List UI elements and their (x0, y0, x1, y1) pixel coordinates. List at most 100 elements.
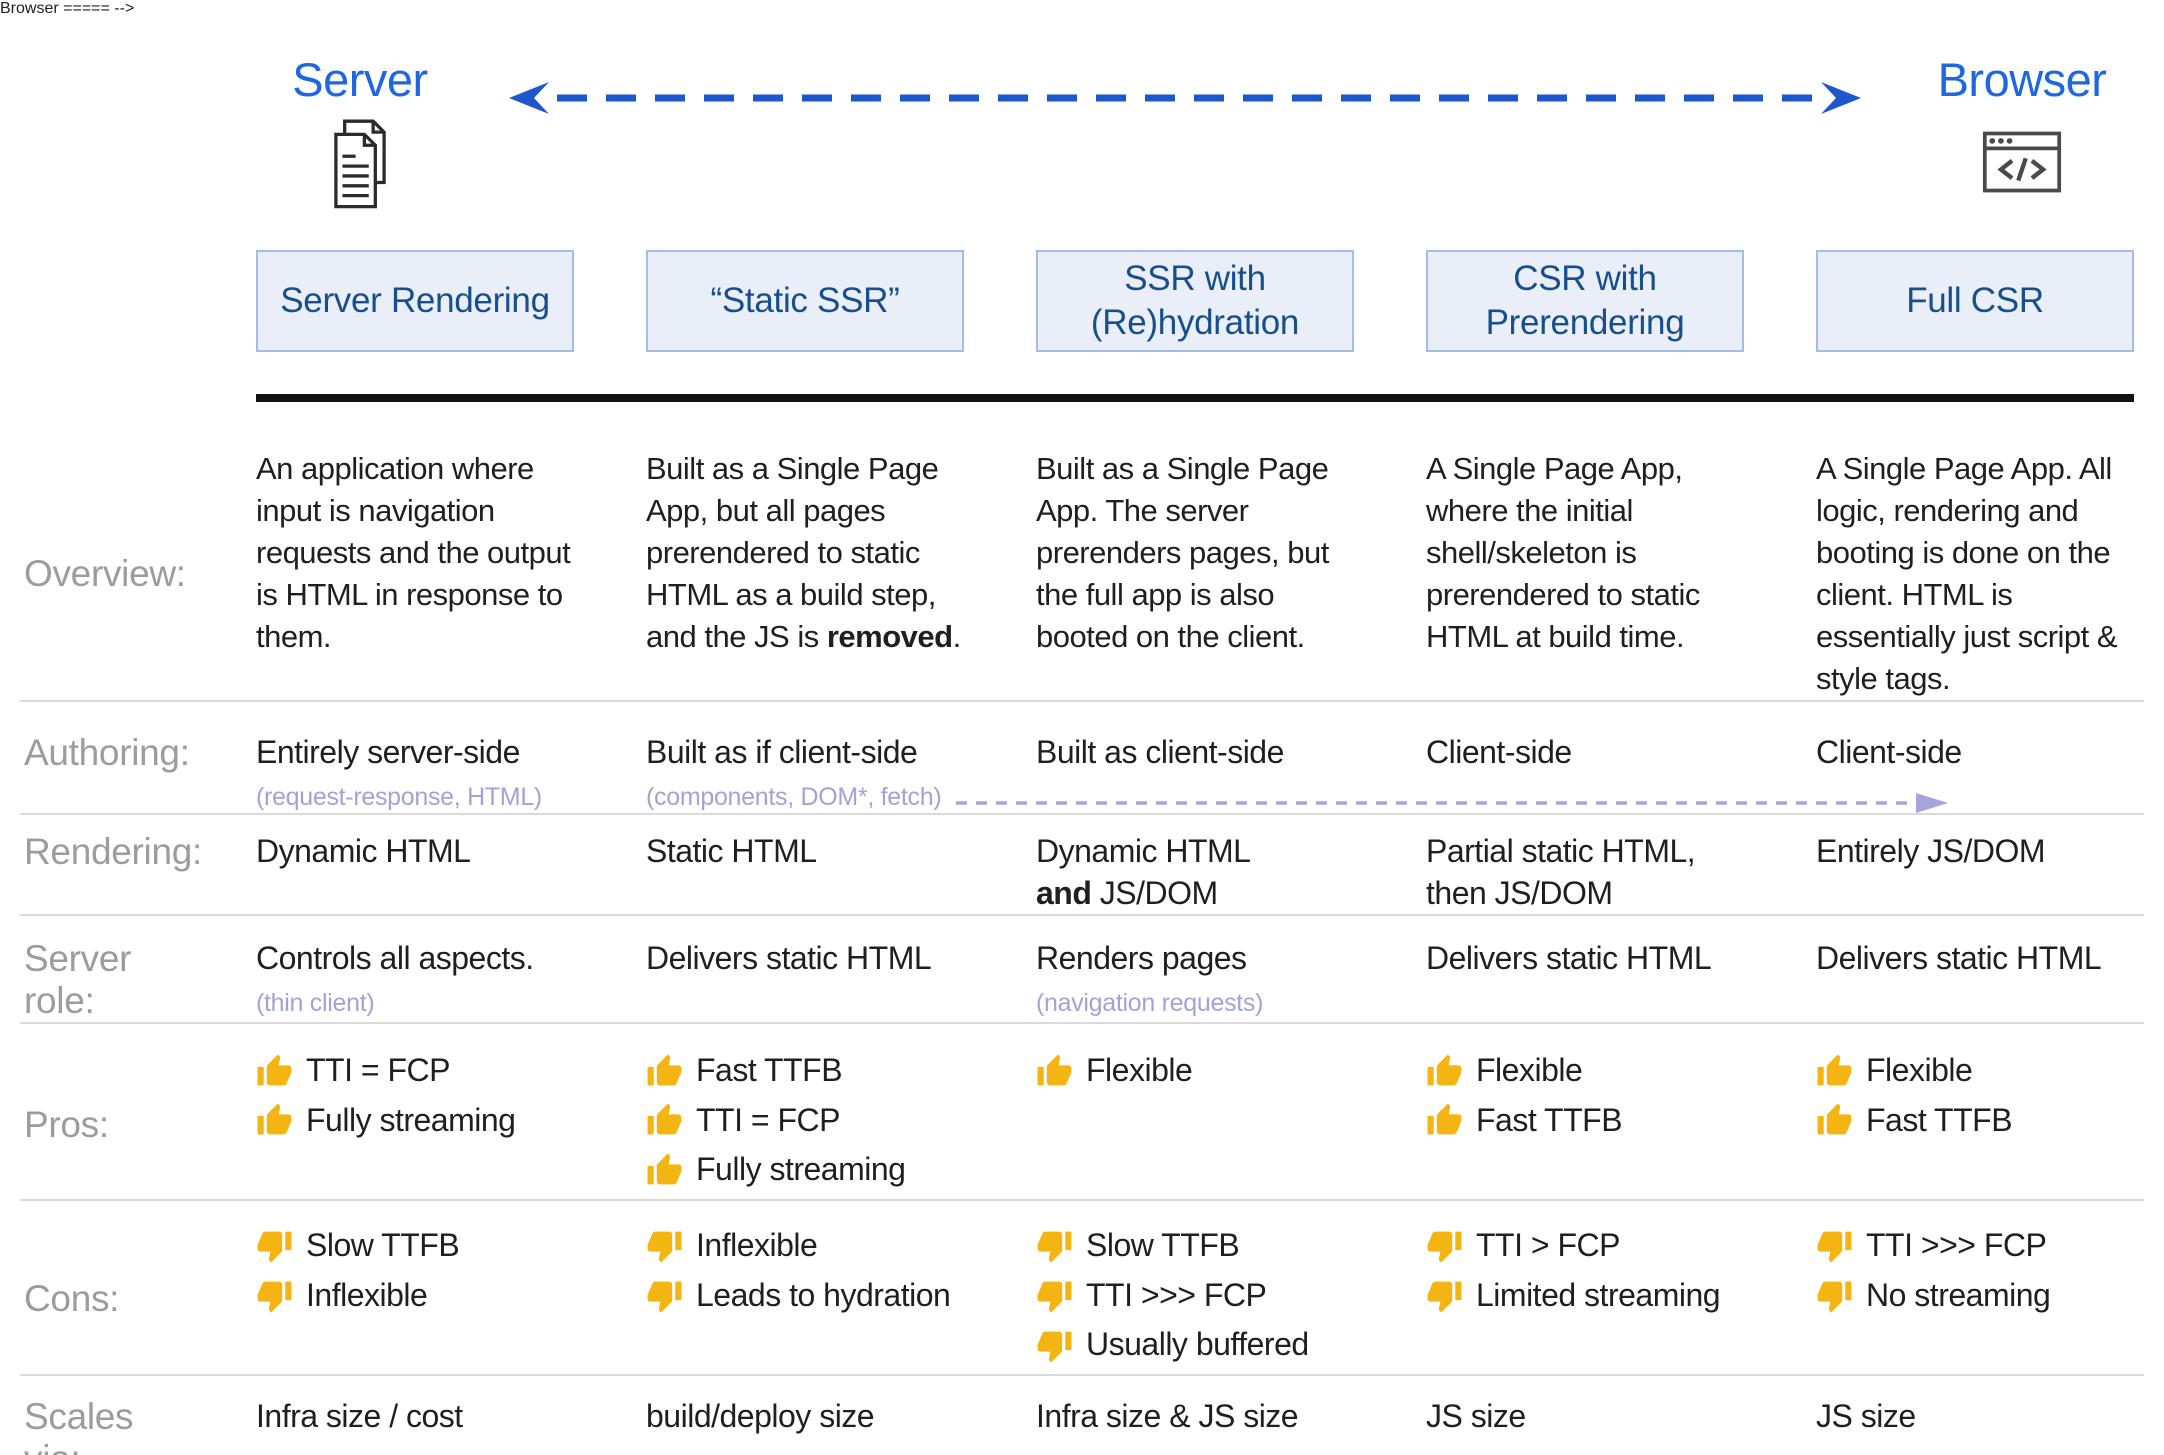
rendering-cell-csr-prerendering: Partial static HTML, then JS/DOM (1426, 833, 1696, 911)
row-label-scales-via: Scales via: (24, 1395, 134, 1455)
overview-cell-ssr-rehydration: Built as a Single Page App. The server p… (1036, 451, 1329, 654)
header-spacer (24, 250, 184, 352)
con-item: TTI >>> FCP (1816, 1225, 2134, 1267)
con-item: No streaming (1816, 1275, 2134, 1317)
pro-item: Flexible (1816, 1050, 2134, 1092)
thumbs-up-icon (1817, 1054, 1852, 1085)
pro-item: Fast TTFB (1426, 1100, 1744, 1142)
con-label: No streaming (1866, 1276, 2051, 1313)
thumbs-up-icon (647, 1103, 682, 1135)
row-label-rendering: Rendering: (24, 831, 203, 873)
column-headers: Server Rendering “Static SSR” SSR with (… (0, 250, 2164, 402)
server-role-cell-ssr-rehydration: Renders pages (navigation requests) (1036, 938, 1354, 1022)
pro-item: Fast TTFB (646, 1050, 964, 1092)
scales-cell-csr-prerendering: JS size (1426, 1397, 1526, 1434)
row-divider (20, 700, 2144, 702)
pro-label: Flexible (1866, 1052, 1973, 1089)
rendering-cell-full-csr: Entirely JS/DOM (1816, 833, 2045, 870)
overview-cell-server-rendering: An application where input is navigation… (256, 451, 571, 654)
browser-endpoint: Browser (1912, 52, 2132, 198)
row-label-pros: Pros: (24, 1103, 109, 1145)
client-side-shift-arrow-icon (956, 793, 1948, 813)
con-label: TTI >>> FCP (1086, 1276, 1267, 1313)
con-item: Inflexible (646, 1225, 964, 1267)
browser-code-icon (1982, 131, 2062, 193)
authoring-main: Built as if client-side (646, 734, 918, 770)
thumbs-down-icon (1427, 1231, 1462, 1263)
scales-cell-ssr-rehydration: Infra size & JS size (1036, 1397, 1299, 1434)
pro-label: TTI = FCP (306, 1052, 450, 1089)
column-header-ssr-rehydration: SSR with (Re)hydration (1036, 250, 1354, 352)
server-browser-spectrum-arrow-icon (509, 82, 1861, 114)
authoring-cell-full-csr: Client-side (1816, 734, 1962, 770)
thumbs-up-icon (257, 1054, 292, 1085)
rendering-text: JS/DOM (1091, 874, 1218, 911)
pro-label: Fast TTFB (1476, 1101, 1623, 1138)
row-divider (20, 1199, 2144, 1202)
thumbs-down-icon (1037, 1331, 1072, 1363)
rendering-row: Rendering: Dynamic HTML Static HTML Dyna… (0, 815, 2164, 914)
authoring-cell-server-rendering: Entirely server-side (request-response, … (256, 732, 574, 813)
authoring-subnote: (request-response, HTML) (256, 782, 542, 811)
thumbs-up-icon (647, 1054, 682, 1085)
thumbs-down-icon (1427, 1281, 1462, 1313)
column-header-server-rendering: Server Rendering (256, 250, 574, 352)
scales-cell-server-rendering: Infra size / cost (256, 1397, 463, 1434)
con-label: Inflexible (696, 1227, 818, 1264)
cons-cell-csr-prerendering: TTI > FCP Limited streaming (1426, 1225, 1744, 1374)
con-label: Leads to hydration (696, 1276, 951, 1313)
pro-item: TTI = FCP (256, 1050, 574, 1092)
con-item: Slow TTFB (256, 1225, 574, 1267)
con-item: Slow TTFB (1036, 1225, 1354, 1267)
row-label-authoring: Authoring: (24, 732, 190, 773)
con-item: TTI > FCP (1426, 1225, 1744, 1267)
pros-cell-full-csr: Flexible Fast TTFB (1816, 1050, 2134, 1199)
document-pages-icon (334, 119, 386, 209)
pro-item: Fully streaming (256, 1100, 574, 1142)
con-label: Usually buffered (1086, 1326, 1309, 1363)
thumbs-up-icon (1427, 1054, 1462, 1085)
con-item: TTI >>> FCP (1036, 1275, 1354, 1317)
server-role-cell-full-csr: Delivers static HTML (1816, 940, 2102, 977)
pros-row: Pros: TTI = FCP Fully streaming Fast TTF… (0, 1024, 2164, 1199)
server-role-row: Server role: Controls all aspects. (thin… (0, 916, 2164, 1022)
row-label-cons: Cons: (24, 1278, 120, 1320)
server-role-cell-csr-prerendering: Delivers static HTML (1426, 940, 1712, 977)
con-label: TTI > FCP (1476, 1227, 1620, 1264)
server-role-cell-static-ssr: Delivers static HTML (646, 940, 932, 977)
con-item: Inflexible (256, 1275, 574, 1317)
thumbs-up-icon (1427, 1103, 1462, 1135)
server-role-main: Renders pages (1036, 940, 1247, 977)
column-header-csr-prerendering: CSR with Prerendering (1426, 250, 1744, 352)
pros-cell-static-ssr: Fast TTFB TTI = FCP Fully streaming (646, 1050, 964, 1199)
row-divider (20, 914, 2144, 917)
scales-cell-full-csr: JS size (1816, 1397, 1916, 1434)
spectrum-header: Server Browser (0, 18, 2164, 250)
thumbs-up-icon (1037, 1054, 1072, 1085)
thumbs-up-icon (647, 1153, 682, 1185)
cons-cell-server-rendering: Slow TTFB Inflexible (256, 1225, 574, 1374)
thumbs-down-icon (1037, 1231, 1072, 1263)
rendering-cell-server-rendering: Dynamic HTML (256, 833, 471, 870)
con-label: Inflexible (306, 1276, 428, 1313)
pro-label: Flexible (1476, 1052, 1583, 1089)
cons-cell-full-csr: TTI >>> FCP No streaming (1816, 1225, 2134, 1374)
thumbs-down-icon (1817, 1231, 1852, 1263)
row-divider (20, 813, 2144, 816)
con-item: Leads to hydration (646, 1275, 964, 1317)
pro-item: TTI = FCP (646, 1100, 964, 1142)
authoring-cell-static-ssr: Built as if client-side (components, DOM… (646, 732, 964, 813)
con-label: TTI >>> FCP (1866, 1227, 2047, 1264)
row-divider (20, 1373, 2144, 1376)
thumbs-down-icon (1037, 1281, 1072, 1313)
rendering-bold-and: and (1036, 874, 1092, 911)
scales-via-row: Scales via: Infra size / cost build/depl… (0, 1376, 2164, 1455)
con-label: Slow TTFB (1086, 1227, 1240, 1264)
authoring-row: Authoring: Entirely server-side (request… (0, 702, 2164, 813)
pro-label: Flexible (1086, 1052, 1193, 1089)
server-label: Server (292, 53, 428, 106)
pro-label: Fully streaming (306, 1101, 516, 1138)
server-role-subnote: (thin client) (256, 988, 375, 1017)
overview-cell-static-ssr: Built as a Single Page App, but all page… (646, 448, 964, 700)
